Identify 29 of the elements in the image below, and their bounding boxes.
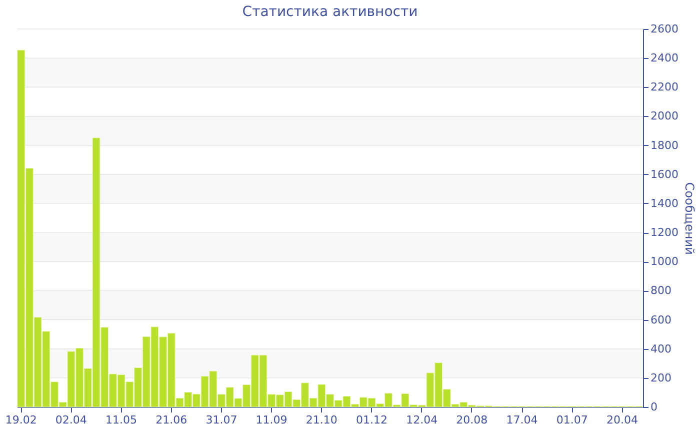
y-tick-label: 1000 [650, 255, 678, 268]
x-tick-label: 17.04 [506, 414, 538, 426]
x-tick-label: 19.02 [5, 414, 37, 426]
x-tick-label: 21.10 [306, 414, 338, 426]
x-tick-label: 20.04 [606, 414, 638, 426]
x-tick-label: 11.05 [106, 414, 138, 426]
chart-title: Статистика активности [242, 4, 418, 20]
x-tick-label: 31.07 [206, 414, 238, 426]
y-tick-label: 1600 [650, 168, 678, 181]
x-tick-label: 02.04 [55, 414, 87, 426]
x-tick-label: 21.06 [156, 414, 188, 426]
y-tick-label: 2200 [650, 80, 678, 94]
y-tick-label: 800 [650, 284, 672, 298]
y-tick-label: 1800 [650, 138, 678, 152]
x-tick-label: 01.12 [356, 414, 388, 426]
y-tick-label: 2000 [650, 110, 678, 123]
y-tick-label: 2400 [650, 52, 678, 65]
x-tick-label: 12.04 [406, 414, 438, 426]
y-tick-label: 2600 [650, 22, 678, 36]
x-tick-label: 20.08 [456, 414, 488, 426]
x-tick-label: 11.09 [256, 414, 288, 426]
y-tick-label: 400 [650, 342, 672, 356]
y-tick-label: 1200 [650, 226, 678, 240]
y-tick-label: 1400 [650, 196, 678, 210]
y-axis-title: Сообщений [682, 182, 696, 255]
x-tick-label: 01.07 [556, 414, 588, 426]
y-tick-label: 0 [650, 400, 658, 414]
y-tick-label: 600 [650, 313, 672, 326]
y-tick-label: 200 [650, 371, 672, 384]
